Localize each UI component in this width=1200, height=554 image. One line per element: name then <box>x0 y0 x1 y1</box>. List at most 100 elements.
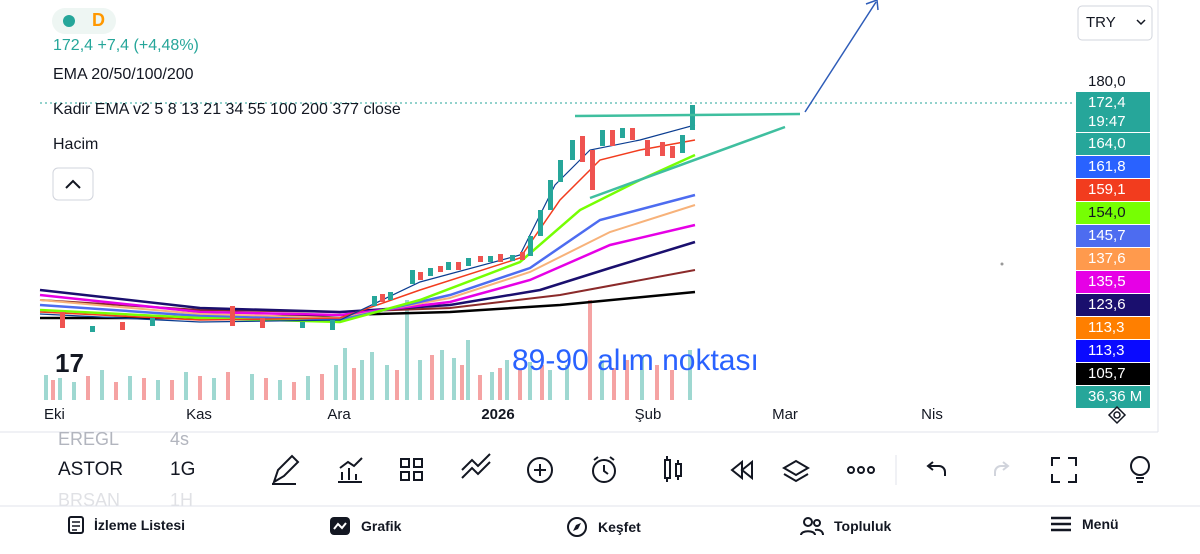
nav-icon <box>800 517 824 536</box>
indicator: EMA 20/50/100/200 <box>53 66 194 83</box>
toolbar <box>272 453 1150 485</box>
price-label: 180,0 <box>1088 73 1126 90</box>
time-label: Kas <box>186 406 212 423</box>
annotation: 89-90 alım noktası <box>512 344 759 377</box>
price-tag <box>1076 340 1150 362</box>
fade <box>0 492 260 506</box>
nav-label: Menü <box>1082 516 1119 532</box>
nav-icon <box>330 517 350 535</box>
price-tag <box>1076 317 1150 339</box>
quote: 172,4 +7,4 (+4,48%) <box>53 37 199 54</box>
draw-tool[interactable] <box>272 454 300 485</box>
nav-label: İzleme Listesi <box>94 517 186 533</box>
indicator: Hacim <box>53 136 98 153</box>
nav-icon <box>68 516 84 534</box>
symbol-interval: 4s <box>170 429 189 449</box>
symbol-interval: 1G <box>170 459 195 480</box>
price-tag <box>1076 225 1150 247</box>
price-tag-label: 161,8 <box>1088 158 1126 175</box>
nav-explore[interactable]: Keşfet <box>566 516 641 538</box>
nav-watchlist[interactable]: İzleme Listesi <box>68 516 185 534</box>
price-tag-label: 164,0 <box>1088 135 1126 152</box>
nav-menu[interactable]: Menü <box>1050 516 1119 532</box>
replay-tool[interactable] <box>730 459 753 481</box>
collapse-button[interactable] <box>52 167 94 201</box>
arrow <box>804 1 877 113</box>
idea-tool <box>1136 477 1144 483</box>
price-tag <box>1076 133 1150 155</box>
price-tag-label: 113,3 <box>1088 342 1124 359</box>
price-tag-label: 135,5 <box>1088 273 1126 290</box>
price-tag <box>1076 271 1150 293</box>
price-tag <box>1076 294 1150 316</box>
add-tool <box>534 464 546 476</box>
settings-icon <box>1113 411 1121 419</box>
price-tag <box>1076 179 1150 201</box>
price-tag-label: 172,4 <box>1088 94 1126 111</box>
currency-select[interactable] <box>1077 5 1153 41</box>
symbol[interactable]: EREGL <box>58 429 119 449</box>
price-tag <box>1076 363 1150 385</box>
price-tag <box>1076 202 1150 224</box>
currency: TRY <box>1086 14 1116 31</box>
nav-label: Topluluk <box>834 518 892 534</box>
ema-lines <box>39 124 696 324</box>
objects-tool[interactable] <box>782 459 810 483</box>
volume-bars <box>51 300 674 400</box>
price-tag-label: 113,3 <box>1088 319 1124 336</box>
nav-label: Grafik <box>361 518 402 534</box>
time-label: Eki <box>44 406 65 423</box>
price-tag-label: 36,36 M <box>1088 388 1142 405</box>
price-tag-label: 137,6 <box>1088 250 1126 267</box>
redo-tool[interactable] <box>994 461 1010 476</box>
time-axis: Eki Kas Ara 2026 Şub Mar Nis <box>44 406 943 423</box>
price-tag-label: 145,7 <box>1088 227 1126 244</box>
price-scale: 172,4 19:47 164,0 161,8 159,1 154,0 145,7 137,6… <box>1076 92 1150 408</box>
price-tag-time: 19:47 <box>1088 113 1126 130</box>
price-tag <box>1076 156 1150 178</box>
fullscreen-tool[interactable] <box>1051 457 1077 483</box>
more-tool <box>857 466 865 474</box>
tv-logo: 17 <box>55 348 84 378</box>
trend-line <box>589 125 786 200</box>
indicators-tool[interactable] <box>338 457 363 483</box>
time-label: Ara <box>327 406 351 423</box>
indicator: Kadir EMA v2 5 8 13 21 34 55 100 200 377… <box>53 101 401 118</box>
undo-tool[interactable] <box>926 461 946 476</box>
compare-tool[interactable] <box>461 453 491 479</box>
time-label: Nis <box>921 406 943 423</box>
status-pill <box>52 8 116 34</box>
price-tag-label: 159,1 <box>1088 181 1126 198</box>
interval: D <box>92 10 105 30</box>
alert-tool[interactable] <box>592 459 616 483</box>
symbol[interactable]: ASTOR <box>58 459 123 480</box>
price-tag <box>1076 92 1150 132</box>
chevron <box>1136 19 1146 26</box>
alert-tool <box>593 456 615 475</box>
price-tag <box>1076 248 1150 270</box>
price-tag-label: 105,7 <box>1088 365 1126 382</box>
layout-tool[interactable] <box>400 458 423 481</box>
nav-community[interactable]: Topluluk <box>800 516 891 536</box>
volume-bars <box>44 300 692 400</box>
nav-label: Keşfet <box>598 519 641 535</box>
price-tag <box>1076 386 1150 408</box>
nav-icon <box>567 517 587 537</box>
time-label: Şub <box>635 406 662 423</box>
more-tool <box>867 466 875 474</box>
idea-tool[interactable] <box>1130 456 1150 476</box>
time-label: Mar <box>772 406 798 423</box>
add-tool[interactable] <box>527 457 553 483</box>
nav-chart[interactable]: Grafik <box>329 516 401 536</box>
dot <box>1000 262 1004 266</box>
chevron <box>65 179 81 189</box>
status-dot <box>63 15 75 27</box>
bar-style-tool[interactable] <box>664 456 682 482</box>
arrow-head <box>865 0 879 11</box>
price-tag-label: 154,0 <box>1088 204 1126 221</box>
nav-icon <box>1051 516 1071 532</box>
settings-icon[interactable] <box>1107 405 1127 425</box>
more-tool[interactable] <box>847 466 855 474</box>
